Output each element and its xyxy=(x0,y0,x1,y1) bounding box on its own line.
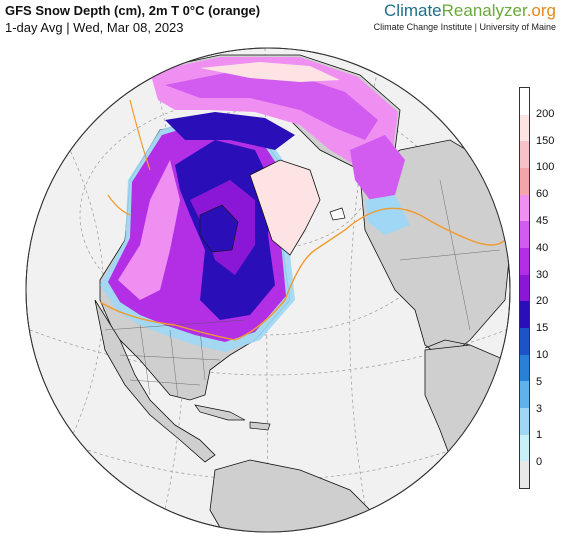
land-iceland xyxy=(329,207,346,221)
colorbar-swatch xyxy=(520,408,529,435)
colorbar-label: 30 xyxy=(536,268,549,281)
freeze-line-arctic xyxy=(107,99,151,216)
snow-siberia-pink xyxy=(200,62,340,82)
colorbar-label: 1 xyxy=(536,429,543,442)
colorbar-label: 200 xyxy=(536,107,555,120)
colorbar-swatch xyxy=(520,354,529,382)
map-subtitle: 1-day Avg | Wed, Mar 08, 2023 xyxy=(5,20,184,35)
snow-siberia-inner xyxy=(165,72,378,140)
globe-content xyxy=(29,48,510,532)
brand-block: ClimateReanalyzer.org Climate Change Ins… xyxy=(373,1,556,33)
land-cuba xyxy=(194,404,246,421)
colorbar-swatch xyxy=(520,381,529,409)
colorbar-swatch xyxy=(520,221,529,249)
globe-outline xyxy=(25,47,511,533)
colorbar-swatch xyxy=(520,274,529,302)
colorbar-swatch xyxy=(520,141,529,169)
colorbar-swatch xyxy=(520,168,529,195)
colorbar-label: 3 xyxy=(536,402,543,415)
colorbar-swatch xyxy=(520,434,529,462)
land-hispaniola xyxy=(249,421,271,431)
freeze-line-0c xyxy=(99,207,506,341)
snow-scandinavia xyxy=(350,135,405,200)
colorbar-label: 40 xyxy=(536,241,549,254)
mediterranean-coast xyxy=(424,339,471,349)
colorbar-label: 5 xyxy=(536,375,543,388)
colorbar-swatch xyxy=(520,248,529,275)
greenland-ice xyxy=(249,159,321,256)
colorbar-swatch xyxy=(520,88,529,115)
colorbar-swatch xyxy=(520,301,529,329)
colorbar-swatch xyxy=(520,194,529,222)
colorbar-label: 150 xyxy=(536,134,555,147)
colorbar-swatch xyxy=(520,114,529,142)
colorbar-swatch xyxy=(520,461,529,489)
colorbar-label: 10 xyxy=(536,349,549,361)
snow-arctic-blue xyxy=(165,112,295,150)
brand-logo-text[interactable]: ClimateReanalyzer.org xyxy=(384,1,556,20)
snow-north-america-pink xyxy=(118,160,180,300)
colorbar-swatch xyxy=(520,328,529,355)
brand-affiliation: Climate Change Institute | University of… xyxy=(373,22,556,32)
colorbar-label: 100 xyxy=(536,161,555,174)
snow-depth-colorbar xyxy=(519,87,530,489)
colorbar-label: 0 xyxy=(536,456,543,469)
land-central-america xyxy=(94,299,216,463)
map-title: GFS Snow Depth (cm), 2m T 0°C (orange) xyxy=(5,3,261,18)
colorbar-label: 60 xyxy=(536,188,549,201)
colorbar-labels: 200 150 100 60 45 40 30 20 15 10 5 3 1 0 xyxy=(536,87,562,489)
colorbar-label: 15 xyxy=(536,322,549,335)
colorbar-label: 45 xyxy=(536,215,549,227)
colorbar-label: 20 xyxy=(536,295,549,308)
snow-europe-light xyxy=(365,195,410,235)
hudson-bay xyxy=(199,204,239,253)
